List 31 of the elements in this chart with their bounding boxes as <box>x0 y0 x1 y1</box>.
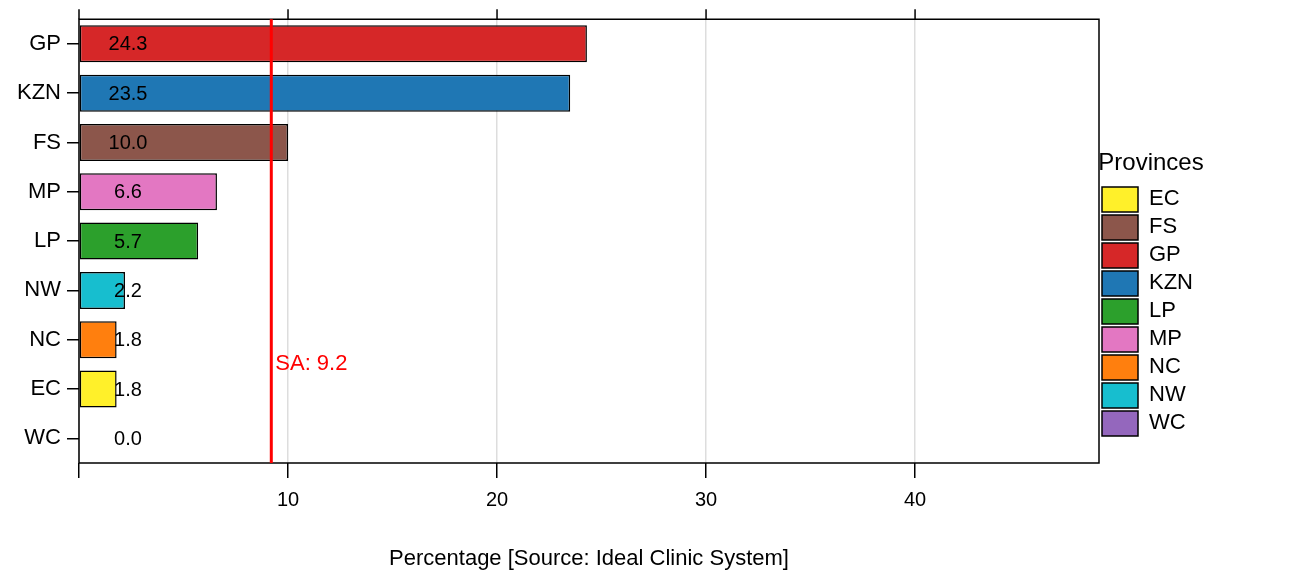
y-tick-label: FS <box>32 128 61 154</box>
ref-line-label: SA: 9.2 <box>275 350 348 376</box>
y-tick-label: NW <box>24 276 62 302</box>
legend-title: Provinces <box>1098 147 1204 175</box>
legend-label: MP <box>1149 325 1182 351</box>
data-label: 6.6 <box>114 180 142 203</box>
legend-label: WC <box>1149 409 1186 435</box>
legend-label: GP <box>1149 241 1181 267</box>
legend-label: KZN <box>1149 269 1193 295</box>
legend-label: NW <box>1149 381 1186 407</box>
data-label: 0.0 <box>114 426 142 449</box>
y-tick-label: MP <box>28 177 61 203</box>
legend-label: LP <box>1149 297 1176 323</box>
y-tick-label: GP <box>29 29 61 55</box>
legend-label: FS <box>1149 213 1178 239</box>
y-tick-label: EC <box>30 375 62 401</box>
x-tick-label: 10 <box>276 487 300 510</box>
y-tick-label: NC <box>29 325 62 351</box>
x-tick-label: 40 <box>903 487 927 510</box>
data-label: 23.5 <box>108 81 148 104</box>
x-tick-label: 20 <box>485 487 509 510</box>
x-tick-label: 30 <box>694 487 718 510</box>
y-tick-label: LP <box>34 227 61 253</box>
y-tick-label: WC <box>24 424 62 450</box>
y-tick-label: KZN <box>17 79 61 105</box>
x-axis-title: Percentage [Source: Ideal Clinic System] <box>389 544 789 570</box>
data-label: 10.0 <box>108 130 148 153</box>
data-label: 24.3 <box>108 32 148 55</box>
legend-label: NC <box>1149 353 1181 379</box>
data-label: 5.7 <box>114 229 142 252</box>
legend-label: EC <box>1149 185 1180 211</box>
